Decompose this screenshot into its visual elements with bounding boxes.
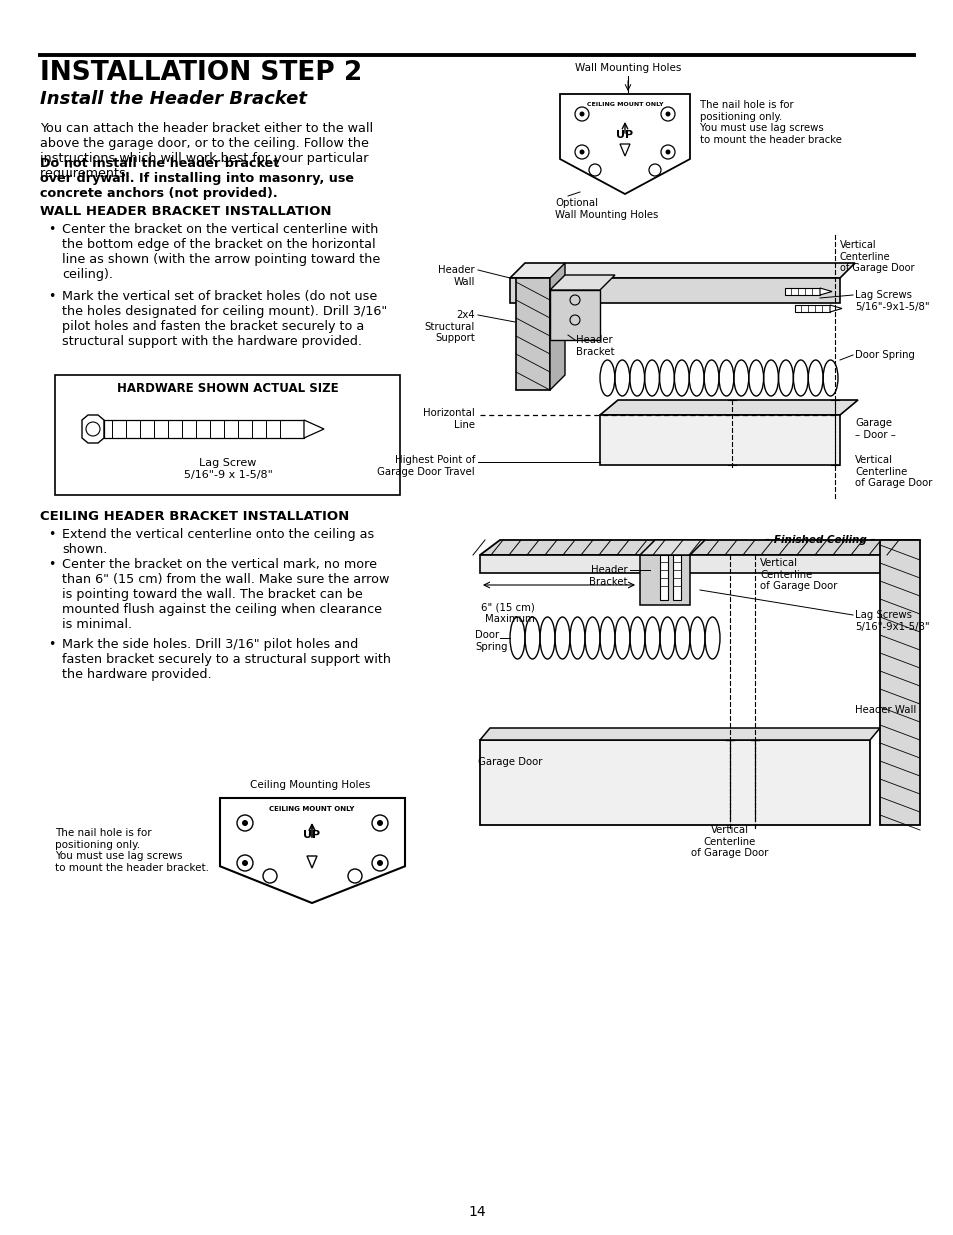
Text: 2x4
Structural
Support: 2x4 Structural Support bbox=[424, 310, 475, 343]
Circle shape bbox=[665, 111, 670, 116]
Polygon shape bbox=[510, 263, 854, 278]
Text: Door
Spring: Door Spring bbox=[475, 630, 507, 652]
Bar bbox=[510, 278, 840, 303]
Circle shape bbox=[578, 149, 584, 154]
Circle shape bbox=[242, 820, 248, 826]
Circle shape bbox=[376, 860, 382, 866]
Text: CEILING HEADER BRACKET INSTALLATION: CEILING HEADER BRACKET INSTALLATION bbox=[40, 510, 349, 522]
Polygon shape bbox=[479, 540, 919, 555]
Text: Mark the vertical set of bracket holes (do not use
the holes designated for ceil: Mark the vertical set of bracket holes (… bbox=[62, 290, 387, 348]
Polygon shape bbox=[479, 727, 879, 740]
Polygon shape bbox=[599, 400, 857, 415]
Circle shape bbox=[665, 149, 670, 154]
Text: Lag Screws
5/16"-9x1-5/8": Lag Screws 5/16"-9x1-5/8" bbox=[854, 290, 928, 311]
Text: Highest Point of
Garage Door Travel: Highest Point of Garage Door Travel bbox=[377, 454, 475, 477]
Text: Wall Mounting Holes: Wall Mounting Holes bbox=[575, 63, 680, 73]
Text: Garage
– Door –: Garage – Door – bbox=[854, 417, 895, 440]
Polygon shape bbox=[639, 555, 689, 605]
Text: Lag Screw
5/16"-9 x 1-5/8": Lag Screw 5/16"-9 x 1-5/8" bbox=[183, 458, 273, 479]
Text: UP: UP bbox=[616, 130, 633, 140]
Bar bbox=[672, 555, 680, 600]
Text: •: • bbox=[48, 290, 55, 303]
Bar bbox=[104, 420, 304, 438]
Text: Door Spring: Door Spring bbox=[854, 350, 914, 359]
Text: Mark the side holes. Drill 3/16" pilot holes and
fasten bracket securely to a st: Mark the side holes. Drill 3/16" pilot h… bbox=[62, 638, 391, 680]
Text: The nail hole is for
positioning only.
You must use lag screws
to mount the head: The nail hole is for positioning only. Y… bbox=[55, 827, 209, 873]
Text: Vertical
Centerline
of Garage Door: Vertical Centerline of Garage Door bbox=[840, 240, 914, 273]
Text: You can attach the header bracket either to the wall
above the garage door, or t: You can attach the header bracket either… bbox=[40, 122, 373, 180]
Text: Header
Wall: Header Wall bbox=[438, 266, 475, 287]
Polygon shape bbox=[516, 278, 550, 390]
Bar bbox=[794, 305, 829, 312]
Bar bbox=[479, 555, 899, 573]
Bar bbox=[659, 555, 667, 600]
Text: Optional
Wall Mounting Holes: Optional Wall Mounting Holes bbox=[555, 198, 658, 220]
Text: Center the bracket on the vertical mark, no more
than 6" (15 cm) from the wall. : Center the bracket on the vertical mark,… bbox=[62, 558, 389, 631]
Text: Extend the vertical centerline onto the ceiling as
shown.: Extend the vertical centerline onto the … bbox=[62, 529, 374, 556]
Text: UP: UP bbox=[303, 830, 320, 840]
Polygon shape bbox=[879, 540, 919, 825]
Polygon shape bbox=[829, 305, 841, 312]
Text: CEILING MOUNT ONLY: CEILING MOUNT ONLY bbox=[586, 103, 662, 107]
Text: CEILING MOUNT ONLY: CEILING MOUNT ONLY bbox=[269, 806, 355, 811]
Text: Garage Door: Garage Door bbox=[477, 757, 542, 767]
Text: •: • bbox=[48, 638, 55, 651]
Circle shape bbox=[578, 111, 584, 116]
Polygon shape bbox=[550, 275, 615, 290]
Text: INSTALLATION STEP 2: INSTALLATION STEP 2 bbox=[40, 61, 362, 86]
Text: Horizontal
Line: Horizontal Line bbox=[423, 408, 475, 430]
Text: Vertical
Centerline
of Garage Door: Vertical Centerline of Garage Door bbox=[691, 825, 768, 858]
Text: •: • bbox=[48, 558, 55, 571]
Bar bbox=[55, 375, 399, 495]
Text: •: • bbox=[48, 224, 55, 236]
Text: Header Wall: Header Wall bbox=[854, 705, 915, 715]
Polygon shape bbox=[479, 740, 869, 825]
Text: WALL HEADER BRACKET INSTALLATION: WALL HEADER BRACKET INSTALLATION bbox=[40, 205, 331, 219]
Text: HARDWARE SHOWN ACTUAL SIZE: HARDWARE SHOWN ACTUAL SIZE bbox=[117, 382, 338, 395]
Text: Install the Header Bracket: Install the Header Bracket bbox=[40, 90, 307, 107]
Bar bbox=[784, 288, 820, 295]
Text: Center the bracket on the vertical centerline with
the bottom edge of the bracke: Center the bracket on the vertical cente… bbox=[62, 224, 380, 282]
Text: Ceiling Mounting Holes: Ceiling Mounting Holes bbox=[250, 781, 370, 790]
Polygon shape bbox=[550, 290, 599, 340]
Bar bbox=[599, 415, 840, 466]
Polygon shape bbox=[304, 420, 324, 438]
Text: The nail hole is for
positioning only.
You must use lag screws
to mount the head: The nail hole is for positioning only. Y… bbox=[700, 100, 841, 144]
Text: Lag Screws
5/16"-9x1-5/8": Lag Screws 5/16"-9x1-5/8" bbox=[854, 610, 928, 631]
Text: 6" (15 cm)
Maximum: 6" (15 cm) Maximum bbox=[480, 601, 535, 624]
Text: Vertical
Centerline
of Garage Door: Vertical Centerline of Garage Door bbox=[760, 558, 837, 592]
Polygon shape bbox=[820, 288, 831, 295]
Circle shape bbox=[242, 860, 248, 866]
Text: Header
Bracket: Header Bracket bbox=[589, 564, 627, 587]
Text: Header
Bracket: Header Bracket bbox=[576, 335, 614, 357]
Text: Vertical
Centerline
of Garage Door: Vertical Centerline of Garage Door bbox=[854, 454, 931, 488]
Circle shape bbox=[376, 820, 382, 826]
Polygon shape bbox=[639, 540, 704, 555]
Text: •: • bbox=[48, 529, 55, 541]
Text: 14: 14 bbox=[468, 1205, 485, 1219]
Text: Do not install the header bracket
over drywall. If installing into masonry, use
: Do not install the header bracket over d… bbox=[40, 157, 354, 200]
Polygon shape bbox=[550, 263, 564, 390]
Text: – Finished Ceiling –: – Finished Ceiling – bbox=[764, 535, 875, 545]
